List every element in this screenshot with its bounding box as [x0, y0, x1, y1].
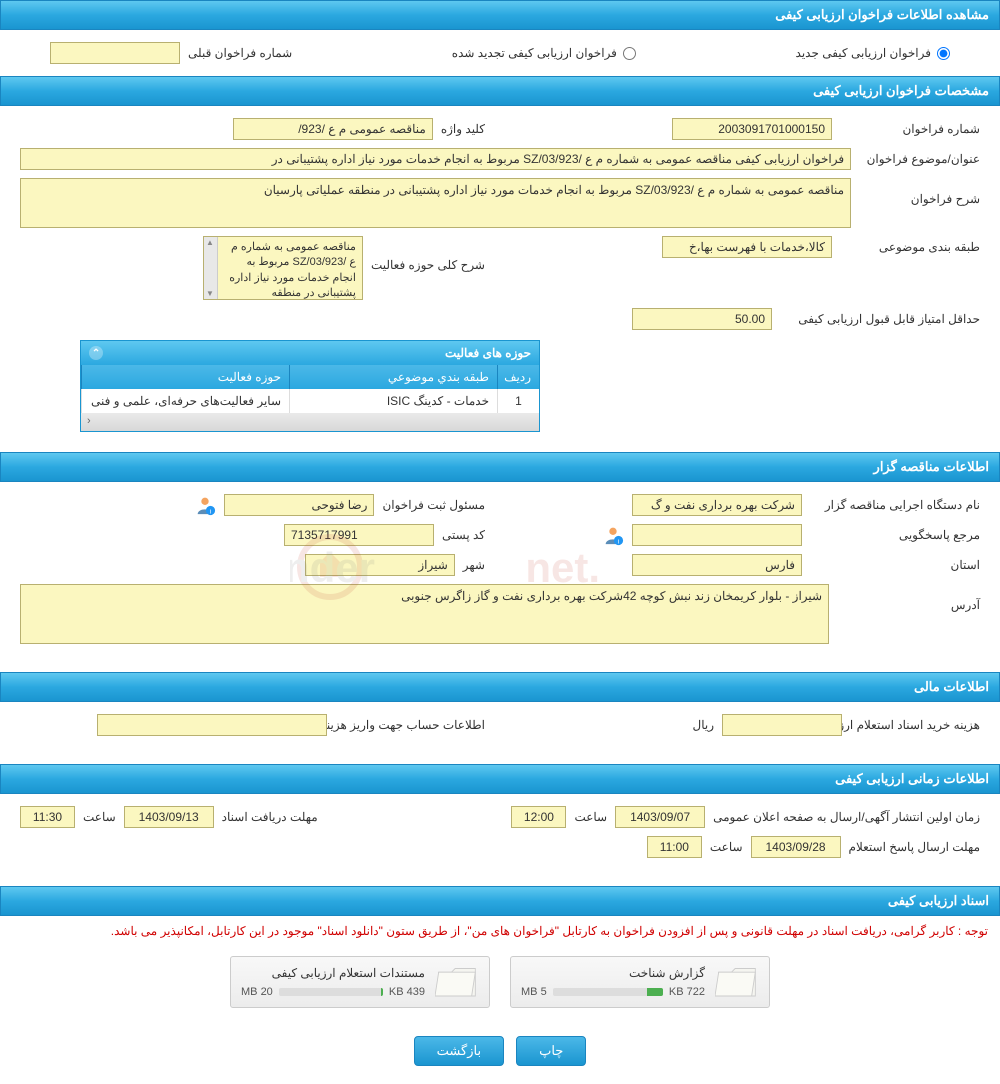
- buttons-row: چاپ بازگشت: [0, 1018, 1000, 1084]
- activity-desc-field[interactable]: مناقصه عمومی به شماره م ع /SZ/03/923 مرب…: [203, 236, 363, 300]
- doc-cost-field: [722, 714, 842, 736]
- radio-renewed-call[interactable]: [623, 47, 636, 60]
- docs-notice: توجه : کاربر گرامی، دریافت اسناد در مهلت…: [0, 916, 1000, 946]
- currency-label: ریال: [692, 718, 714, 732]
- print-button[interactable]: چاپ: [516, 1036, 586, 1066]
- col-category: طبقه بندي موضوعي: [289, 365, 497, 389]
- doc-progress-fill-0: [647, 988, 662, 996]
- docs-row: گزارش شناخت 722 KB 5 MB مستندات استعلام …: [0, 946, 1000, 1018]
- svg-text:i: i: [210, 508, 211, 515]
- province-label: استان: [810, 558, 980, 572]
- doc-progress: [279, 988, 383, 996]
- radio-renewed-label: فراخوان ارزیابی کیفی تجدید شده: [452, 46, 617, 60]
- folder-icon: [715, 963, 759, 1001]
- deadline-doc-time-label: ساعت: [83, 810, 116, 824]
- keyword-field: مناقصه عمومی م ع /923/: [233, 118, 433, 140]
- section-header-organizer: اطلاعات مناقصه گزار: [0, 452, 1000, 482]
- account-info-label: اطلاعات حساب جهت واریز هزینه خرید اسناد: [335, 718, 485, 732]
- doc-card[interactable]: مستندات استعلام ارزیابی کیفی 439 KB 20 M…: [230, 956, 490, 1008]
- doc-progress: [553, 988, 663, 996]
- title-field: فراخوان ارزیابی کیفی مناقصه عمومی به شما…: [20, 148, 851, 170]
- folder-icon: [435, 963, 479, 1001]
- postal-field: 7135717991: [284, 524, 434, 546]
- postal-label: کد پستی: [442, 528, 485, 542]
- prev-number-field[interactable]: [50, 42, 180, 64]
- activity-table: حوزه های فعالیت ⌃ ردیف طبقه بندي موضوعي …: [80, 340, 540, 432]
- doc-cost-label: هزینه خرید اسناد استعلام ارزیابی کیفی: [850, 718, 980, 732]
- cell-idx: 1: [497, 389, 539, 413]
- activity-table-title: حوزه های فعالیت: [445, 346, 531, 360]
- section-body-financial: هزینه خرید اسناد استعلام ارزیابی کیفی ری…: [0, 702, 1000, 756]
- section-header-docs: اسناد ارزیابی کیفی: [0, 886, 1000, 916]
- city-field: شیراز: [305, 554, 455, 576]
- table-footer: ‹: [81, 413, 539, 431]
- doc-size: 722 KB: [669, 986, 705, 998]
- desc-field: مناقصه عمومی به شماره م ع /SZ/03/923 مرب…: [20, 178, 851, 228]
- account-info-field: [97, 714, 327, 736]
- section-header-financial: اطلاعات مالی: [0, 672, 1000, 702]
- publish-time-field: 12:00: [511, 806, 566, 828]
- exec-label: نام دستگاه اجرایی مناقصه گزار: [810, 498, 980, 512]
- col-activity: حوزه فعالیت: [81, 365, 289, 389]
- deadline-doc-label: مهلت دریافت اسناد: [222, 810, 318, 824]
- city-label: شهر: [463, 558, 485, 572]
- title-label: عنوان/موضوع فراخوان: [859, 152, 980, 166]
- section-body-type: فراخوان ارزیابی کیفی جدید فراخوان ارزیاب…: [0, 30, 1000, 76]
- table-row: 1 خدمات - کدینگ ISIC سایر فعالیت‌های حرف…: [81, 389, 539, 413]
- deadline-doc-time-field: 11:30: [20, 806, 75, 828]
- responder-label: مرجع پاسخگویی: [810, 528, 980, 542]
- deadline-resp-date-field: 1403/09/28: [751, 836, 841, 858]
- activity-table-columns: ردیف طبقه بندي موضوعي حوزه فعالیت: [81, 365, 539, 389]
- chevron-left-icon[interactable]: ‹: [87, 415, 91, 429]
- call-number-label: شماره فراخوان: [840, 122, 980, 136]
- doc-card[interactable]: گزارش شناخت 722 KB 5 MB: [510, 956, 770, 1008]
- cell-activity: سایر فعالیت‌های حرفه‌ای، علمی و فنی: [81, 389, 289, 413]
- section-body-timing: زمان اولین انتشار آگهی/ارسال به صفحه اعل…: [0, 794, 1000, 878]
- deadline-doc-date-field: 1403/09/13: [124, 806, 214, 828]
- registrar-field: رضا فتوحی: [224, 494, 374, 516]
- section-body-call-spec: شماره فراخوان 2003091701000150 کلید واژه…: [0, 106, 1000, 444]
- min-score-field: 50.00: [632, 308, 772, 330]
- doc-max: 5 MB: [521, 986, 547, 998]
- back-button[interactable]: بازگشت: [414, 1036, 504, 1066]
- min-score-label: حداقل امتیاز قابل قبول ارزیابی کیفی: [780, 312, 980, 326]
- deadline-resp-label: مهلت ارسال پاسخ استعلام: [849, 840, 980, 854]
- exec-field: شرکت بهره برداری نفت و گ: [632, 494, 802, 516]
- collapse-icon[interactable]: ⌃: [89, 346, 103, 360]
- activity-desc-label: شرح کلی حوزه فعالیت: [371, 236, 485, 272]
- person-icon: i: [602, 524, 624, 546]
- cell-category: خدمات - کدینگ ISIC: [289, 389, 497, 413]
- person-icon: i: [194, 494, 216, 516]
- address-label: آدرس: [837, 584, 980, 612]
- svg-text:i: i: [618, 538, 619, 545]
- call-number-field: 2003091701000150: [672, 118, 832, 140]
- radio-new-call[interactable]: [937, 47, 950, 60]
- col-idx: ردیف: [497, 365, 539, 389]
- province-field: فارس: [632, 554, 802, 576]
- doc-size: 439 KB: [389, 986, 425, 998]
- publish-label: زمان اولین انتشار آگهی/ارسال به صفحه اعل…: [713, 810, 980, 824]
- publish-date-field: 1403/09/07: [615, 806, 705, 828]
- desc-label: شرح فراخوان: [859, 178, 980, 206]
- responder-field: [632, 524, 802, 546]
- section-body-organizer: AriaTender .net نام دستگاه اجرایی مناقصه…: [0, 482, 1000, 664]
- address-field: شیراز - بلوار کریمخان زند نبش کوچه 42شرک…: [20, 584, 829, 644]
- category-label: طبقه بندی موضوعی: [840, 240, 980, 254]
- doc-progress-fill-1: [381, 988, 383, 996]
- section-header-view-info: مشاهده اطلاعات فراخوان ارزیابی کیفی: [0, 0, 1000, 30]
- deadline-resp-time-field: 11:00: [647, 836, 702, 858]
- doc-title: گزارش شناخت: [521, 966, 705, 980]
- registrar-label: مسئول ثبت فراخوان: [382, 498, 485, 512]
- scrollbar-handle[interactable]: [204, 237, 218, 299]
- publish-time-label: ساعت: [574, 810, 607, 824]
- section-header-call-spec: مشخصات فراخوان ارزیابی کیفی: [0, 76, 1000, 106]
- category-field: کالا،خدمات با فهرست بها،خ: [662, 236, 832, 258]
- prev-number-label: شماره فراخوان قبلی: [188, 46, 292, 60]
- doc-max: 20 MB: [241, 986, 273, 998]
- section-header-timing: اطلاعات زمانی ارزیابی کیفی: [0, 764, 1000, 794]
- deadline-resp-time-label: ساعت: [710, 840, 743, 854]
- doc-title: مستندات استعلام ارزیابی کیفی: [241, 966, 425, 980]
- radio-new-label: فراخوان ارزیابی کیفی جدید: [796, 46, 931, 60]
- keyword-label: کلید واژه: [441, 122, 485, 136]
